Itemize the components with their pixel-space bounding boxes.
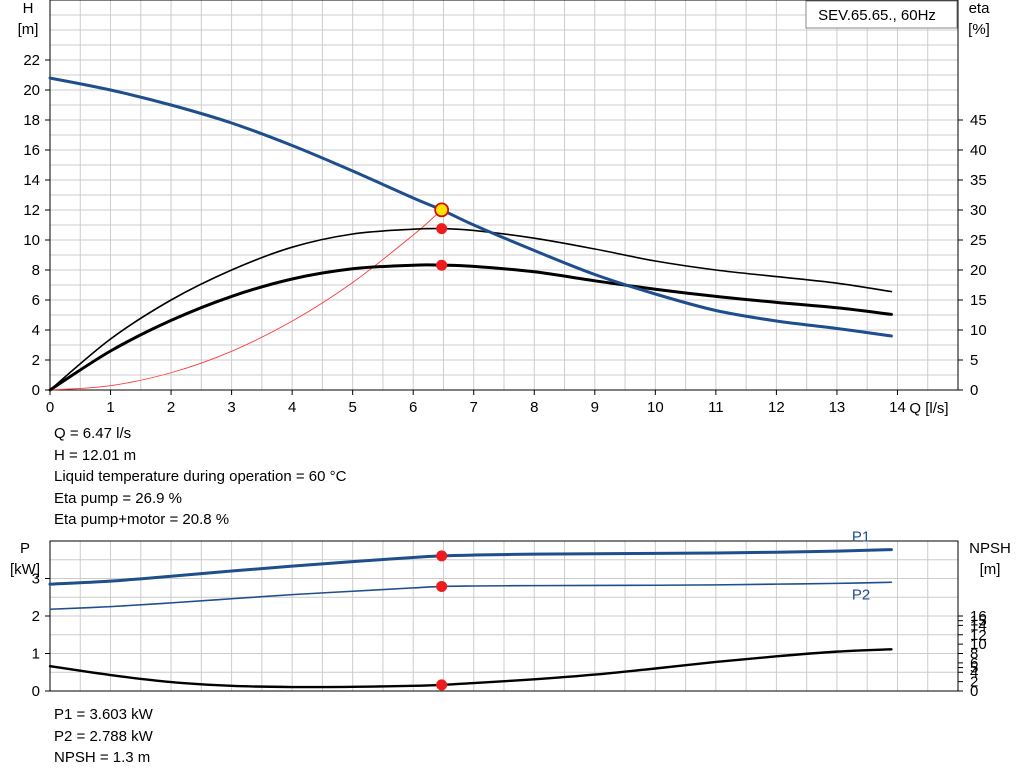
y-right-tick-label: 8: [970, 646, 978, 663]
performance-chart: 0 1 2 3 4 5 6 7 8 9 10 11 12 13 1402468101214161820220…: [18, 0, 991, 417]
y-right-tick-label: 14: [970, 617, 987, 634]
series-label-p2: P2: [852, 586, 870, 603]
y-left-tick-label: 4: [32, 322, 40, 339]
y-left-tick-label: 2: [32, 352, 40, 369]
npsh-value: NPSH = 1.3 m: [54, 749, 151, 766]
y-left-axis-unit: [kW]: [10, 561, 40, 578]
title-box: [805, 0, 958, 29]
curve-series-1: [49, 227, 893, 391]
y-left-tick-label: 0: [32, 683, 40, 700]
x-tick-label: 4: [288, 399, 296, 416]
y-right-tick-label: 45: [970, 112, 987, 129]
y-right-tick-label: 5: [970, 660, 978, 677]
y-left-tick-label: 10: [23, 232, 40, 249]
y-left-tick-label: 16: [23, 142, 40, 159]
curve-series-0: [48, 76, 893, 338]
duty-point-info: Q = 6.47 l/s H = 12.01 m Liquid temperat…: [54, 423, 346, 531]
x-tick-label: 12: [768, 399, 785, 416]
y-left-tick-label: 0: [32, 382, 40, 399]
x-tick-label: 9: [591, 399, 599, 416]
curve-series-0: [48, 548, 893, 586]
y-right-tick-label: 10: [970, 322, 987, 339]
y-left-tick-label: 14: [23, 172, 40, 189]
eta-pump-value: Eta pump = 26.9 %: [54, 489, 182, 507]
plot-frame: [49, 0, 959, 391]
y-right-axis-label: NPSH: [969, 540, 1011, 557]
duty-point-1: [436, 580, 448, 592]
x-tick-label: 13: [829, 399, 846, 416]
curve-series-2: [48, 263, 893, 392]
y-left-tick-label: 2: [32, 608, 40, 625]
p1-value: P1 = 3.603 kW: [54, 706, 153, 723]
y-right-tick-label: 15: [970, 292, 987, 309]
p2-value: P2 = 2.788 kW: [54, 727, 153, 745]
y-left-tick-label: 6: [32, 292, 40, 309]
liquid-temperature: Liquid temperature during operation = 60…: [54, 468, 347, 485]
y-left-tick-label: 18: [23, 112, 40, 129]
x-tick-label: 8: [530, 399, 538, 416]
y-right-axis-unit: [%]: [968, 21, 990, 38]
head-duty-point: [434, 202, 450, 218]
y-left-tick-label: 12: [23, 202, 40, 219]
x-tick-label: 11: [708, 399, 724, 416]
x-tick-label: 5: [348, 399, 356, 416]
y-right-tick-label: 5: [970, 352, 978, 369]
y-left-axis-label: P: [20, 540, 30, 557]
y-right-tick-label: 2: [970, 674, 978, 691]
y-right-tick-label: 12: [970, 627, 987, 644]
y-right-tick-label: 4: [970, 664, 978, 681]
y-right-tick-label: 10: [970, 636, 987, 653]
x-tick-label: 6: [409, 399, 417, 416]
duty-point-2: [436, 679, 448, 691]
y-right-tick-label: 35: [970, 172, 987, 189]
y-right-tick-label: 15: [970, 613, 987, 630]
x-tick-label: 14: [889, 399, 906, 416]
y-right-tick-label: 0: [970, 382, 978, 399]
series-label-p1: P1: [852, 529, 870, 546]
y-left-axis-label: H: [23, 0, 34, 17]
power-info: P1 = 3.603 kW P2 = 2.788 kW NPSH = 1.3 m: [54, 704, 153, 769]
x-tick-label: 3: [227, 399, 235, 416]
y-left-tick-label: 20: [23, 82, 40, 99]
y-right-tick-label: 20: [970, 262, 987, 279]
x-tick-label: 10: [647, 399, 664, 416]
chart-title: SEV.65.65., 60Hz: [818, 7, 936, 24]
eta-pump-duty-point: [436, 223, 448, 235]
y-right-tick-label: 30: [970, 202, 987, 219]
y-right-tick-label: 25: [970, 232, 987, 249]
y-right-tick-label: 0: [970, 683, 978, 700]
curve-series-2: [48, 648, 893, 689]
eta-total-duty-point: [436, 259, 448, 271]
x-axis-label: Q [l/s]: [909, 400, 948, 417]
y-left-tick-label: 8: [32, 262, 40, 279]
x-tick-label: 0: [46, 399, 54, 416]
y-right-tick-label: 40: [970, 142, 987, 159]
x-tick-label: 1: [106, 399, 114, 416]
y-right-tick-label: 6: [970, 655, 978, 672]
y-right-axis-label: eta: [969, 0, 991, 17]
eta-pump-motor-value: Eta pump+motor = 20.8 %: [54, 511, 230, 528]
x-tick-label: 7: [470, 399, 478, 416]
y-left-tick-label: 22: [23, 52, 40, 69]
y-right-tick-label: 16: [970, 608, 987, 625]
duty-point-0: [436, 550, 448, 562]
y-left-axis-unit: [m]: [18, 21, 39, 38]
y-left-tick-label: 1: [32, 646, 40, 663]
x-tick-label: 2: [167, 399, 175, 416]
y-left-tick-label: 3: [32, 571, 40, 588]
flow-value: Q = 6.47 l/s: [54, 425, 132, 442]
curve-series-3: [49, 209, 443, 391]
head-value: H = 12.01 m: [54, 446, 137, 464]
curve-series-1: [49, 581, 893, 611]
y-right-axis-unit: [m]: [980, 561, 1001, 578]
